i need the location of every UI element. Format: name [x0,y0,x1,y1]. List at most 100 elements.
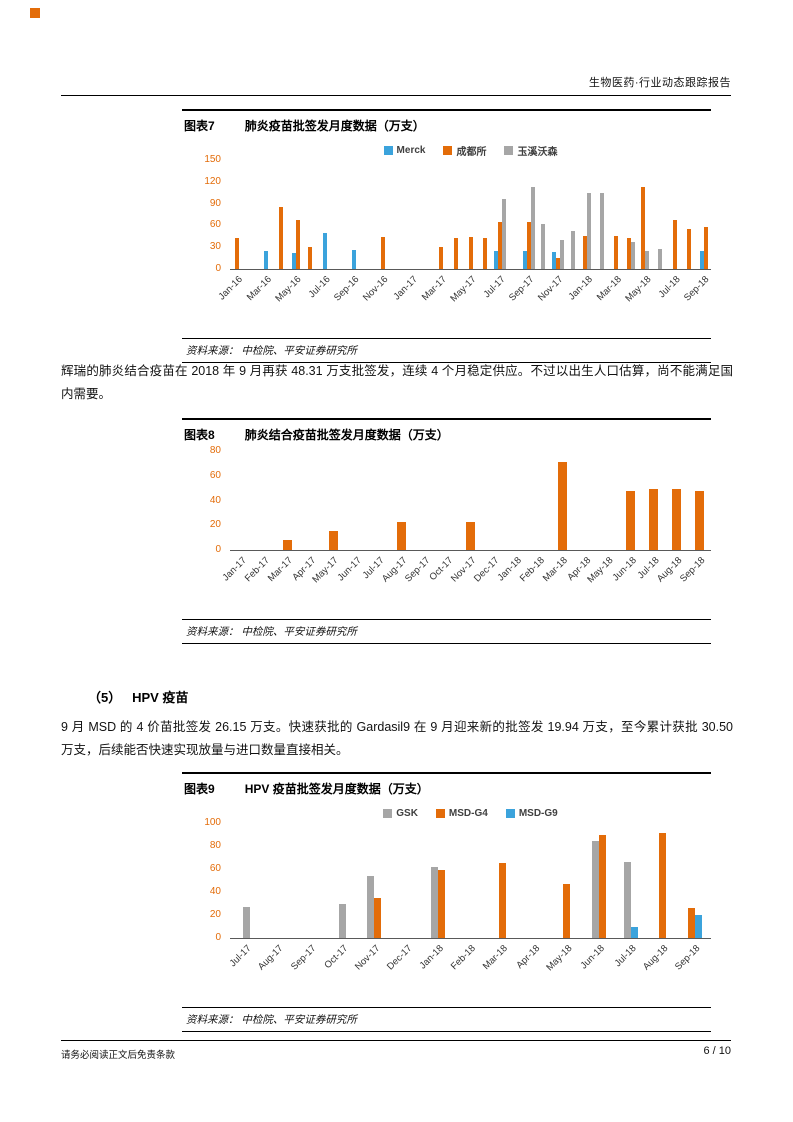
x-tick: Nov-16 [361,270,390,324]
bar-series [626,490,636,550]
bar-Merck [522,250,527,269]
month-group [390,451,413,550]
x-axis: Jul-17 Aug-17 Sep-17 Oct-17 Nov-17 Dec-17 Jan-… [227,939,711,993]
x-tick: Jul-17 [481,270,507,324]
y-tick-label: 30 [209,241,221,253]
bar-成都所 [556,258,560,269]
month-group [361,160,376,269]
month-group [358,823,390,938]
legend-label: MSD-G4 [448,807,488,819]
month-group [253,451,276,550]
legend-label: 成都所 [456,146,487,158]
chart-body: 0 30 60 90 120 150 [182,155,711,274]
x-tick-label: Jan-18 [417,943,447,972]
month-group [647,823,679,938]
month-group [326,823,358,938]
bar-成都所 [295,220,300,269]
x-tick: May-17 [448,270,478,324]
figure-9-label: 图表9 [184,782,215,796]
month-group [642,451,665,550]
bar-成都所 [703,226,708,269]
bar-成都所 [614,236,619,269]
bar-玉溪沃森 [645,250,650,269]
legend-swatch-MSD-G9 [505,808,515,818]
bar-GSK [591,841,599,938]
month-group [274,160,289,269]
bar-成都所 [583,236,588,269]
x-tick-label: Apr-18 [514,943,543,971]
bar-成都所 [439,247,444,269]
month-group [665,451,688,550]
bar-GSK [338,903,346,938]
bar-成都所 [497,221,502,269]
bar-Merck [351,250,356,269]
bar-成都所 [235,237,240,269]
x-tick: Mar-16 [245,270,274,324]
x-tick: Jun-18 [578,939,615,993]
month-group [624,160,639,269]
x-tick-label: Jun-18 [578,943,607,972]
legend-label: 玉溪沃森 [517,146,558,158]
brand-accent-square [30,8,40,18]
bar-玉溪沃森 [658,249,663,269]
y-tick-label: 150 [204,154,221,165]
x-tick: Mar-18 [481,939,519,993]
month-group [367,451,390,550]
legend-label: Merck [396,144,426,156]
month-group [459,451,482,550]
bar-Merck [699,250,704,269]
month-group [322,451,345,550]
bar-成都所 [641,186,646,269]
bar-Merck [493,250,498,269]
bar-成都所 [279,207,284,269]
x-tick: Jan-18 [567,270,595,324]
month-group [609,160,624,269]
y-tick-label: 80 [209,445,221,456]
month-group [507,160,522,269]
bar-series [649,489,659,550]
bar-GSK [623,862,631,938]
month-group [454,823,486,938]
y-axis: 0 20 40 60 80 [182,446,230,555]
month-group [288,160,303,269]
month-group [230,160,245,269]
x-axis: Jan-16 Mar-16 May-16 Jul-16 Sep-16 Nov-16 Jan-… [217,270,712,324]
legend-swatch-MSD-G4 [435,808,445,818]
month-group [262,823,294,938]
month-group [376,160,391,269]
bar-成都所 [526,221,531,269]
x-tick: Mar-18 [595,270,624,324]
month-group [551,160,566,269]
chart-pneumonia-conjugate-vaccine: 0 20 40 60 80 Jan-17 Feb-17 Mar-17 Apr-17 May-17… [182,446,711,605]
y-tick-label: 60 [209,863,221,874]
chart-pneumonia-vaccine: Merck 成都所 玉溪沃森 0 30 60 90 120 150 Jan-16 Mar-16 M… [182,142,711,324]
legend-item: 成都所 [443,143,486,158]
bar-玉溪沃森 [570,231,575,269]
bar-series [695,490,705,550]
chart-body: 0 20 40 60 80 [182,446,711,555]
x-tick-label: Jul-17 [227,943,254,970]
chart-hpv-vaccine: GSK MSD-G4 MSD-G9 0 20 40 60 80 100 Jul-17 Aug-1… [182,805,711,993]
bar-玉溪沃森 [501,198,506,269]
legend-item: Merck [383,144,426,156]
month-group [619,451,642,550]
month-group [679,823,711,938]
bar-GSK [367,875,375,938]
month-group [688,451,711,550]
x-tick: May-16 [273,270,303,324]
month-group [303,160,318,269]
x-tick: Sep-18 [673,939,711,993]
figure-9-title-bar: 图表9 HPV 疫苗批签发月度数据（万支） [182,772,711,801]
legend-item: MSD-G9 [505,808,558,819]
month-group [574,451,597,550]
figure-7-title: 肺炎疫苗批签发月度数据（万支） [244,119,425,133]
month-group [583,823,615,938]
bar-成都所 [626,238,631,269]
month-group [653,160,668,269]
x-tick-label: Jan-16 [216,274,246,303]
y-tick-label: 100 [204,817,221,828]
month-group [505,451,528,550]
bar-Merck [552,252,556,269]
x-tick: Nov-17 [536,270,565,324]
x-tick: Sep-18 [678,551,711,605]
